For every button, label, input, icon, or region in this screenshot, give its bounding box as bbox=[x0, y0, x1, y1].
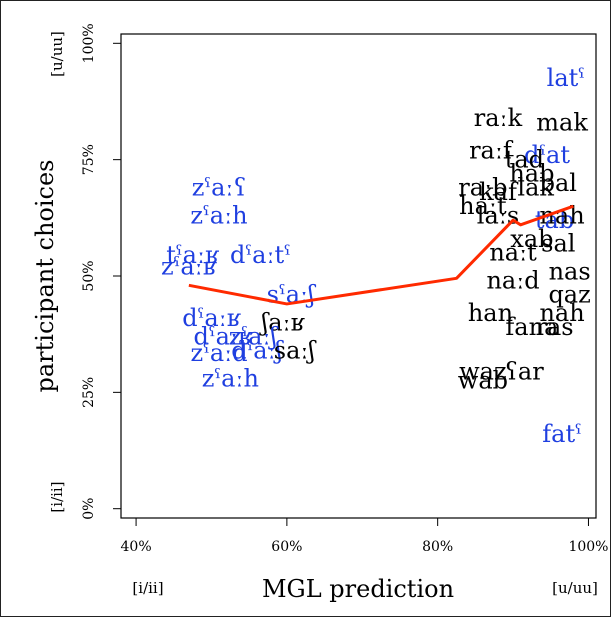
point-label: tad bbox=[505, 146, 544, 174]
point-label: hab bbox=[509, 160, 554, 188]
point-label: haːt bbox=[459, 192, 507, 220]
x-tick-label: 100% bbox=[568, 539, 608, 555]
point-label: dˤaːʃ bbox=[231, 336, 283, 364]
point-label: dˤaːʁ bbox=[182, 304, 240, 332]
point-label: waz bbox=[459, 357, 507, 385]
point-label: raːk bbox=[474, 104, 523, 132]
y-axis-top-end-label: [u/uu] bbox=[48, 31, 66, 77]
point-label: nas bbox=[549, 257, 591, 285]
point-label: zˤaːh bbox=[190, 202, 247, 230]
point-label: tab bbox=[535, 206, 574, 234]
point-label: dˤaːtˤ bbox=[230, 241, 291, 269]
y-tick-label: 50% bbox=[81, 260, 97, 291]
point-label: raːf bbox=[469, 136, 514, 164]
point-label: kaf bbox=[479, 178, 519, 206]
point-label: wab bbox=[458, 367, 508, 395]
y-tick-label: 100% bbox=[81, 23, 97, 63]
y-axis-title: participant choices bbox=[31, 160, 59, 393]
point-label: qaz bbox=[548, 281, 590, 309]
point-label: zˤaːh bbox=[202, 364, 259, 392]
point-label: naːd bbox=[486, 267, 539, 295]
point-label: zˤaːʁ bbox=[161, 253, 217, 281]
x-axis-left-end-label: [i/ii] bbox=[132, 579, 163, 597]
axes: 40% 60% 80% 100% 0% 25% 50% 75% 100% bbox=[81, 23, 608, 555]
x-tick-label: 80% bbox=[422, 539, 453, 555]
point-label: raːb bbox=[458, 174, 507, 202]
point-label: zˤaːd bbox=[190, 339, 247, 367]
x-axis-right-end-label: [u/uu] bbox=[552, 579, 598, 597]
point-label: dˤaːʁ bbox=[194, 323, 252, 351]
y-tick-label: 75% bbox=[81, 144, 97, 175]
x-tick-label: 40% bbox=[121, 539, 152, 555]
point-label: laːs bbox=[477, 202, 519, 230]
point-label: fatˤ bbox=[542, 420, 582, 448]
point-label: xab bbox=[510, 225, 553, 253]
x-tick-label: 60% bbox=[271, 539, 302, 555]
x-axis-title: MGL prediction bbox=[262, 575, 454, 603]
point-label: lak bbox=[517, 174, 554, 202]
point-label: saːʃ bbox=[274, 336, 317, 364]
point-label: ʕar bbox=[505, 357, 544, 385]
point-label: han bbox=[468, 299, 513, 327]
point-label: sal bbox=[541, 229, 575, 257]
point-label: dˤat bbox=[524, 141, 570, 169]
point-label: ʃaːʁ bbox=[259, 309, 305, 337]
point-label: latˤ bbox=[547, 64, 585, 92]
y-tick-label: 0% bbox=[81, 498, 97, 520]
point-label: nah bbox=[539, 299, 584, 327]
point-label: tˤaːʁ bbox=[166, 241, 219, 269]
point-label: mak bbox=[536, 108, 588, 136]
trend-line bbox=[188, 204, 574, 306]
point-label: naːt bbox=[489, 239, 537, 267]
y-tick-label: 25% bbox=[81, 377, 97, 408]
point-label: bal bbox=[540, 169, 577, 197]
point-label: fana bbox=[505, 313, 558, 341]
point-label: zˤaːʃ bbox=[229, 323, 279, 351]
point-label: zˤaːʕ bbox=[192, 174, 247, 202]
y-axis-bottom-end-label: [i/ii] bbox=[48, 481, 66, 512]
point-label: ras bbox=[535, 313, 573, 341]
